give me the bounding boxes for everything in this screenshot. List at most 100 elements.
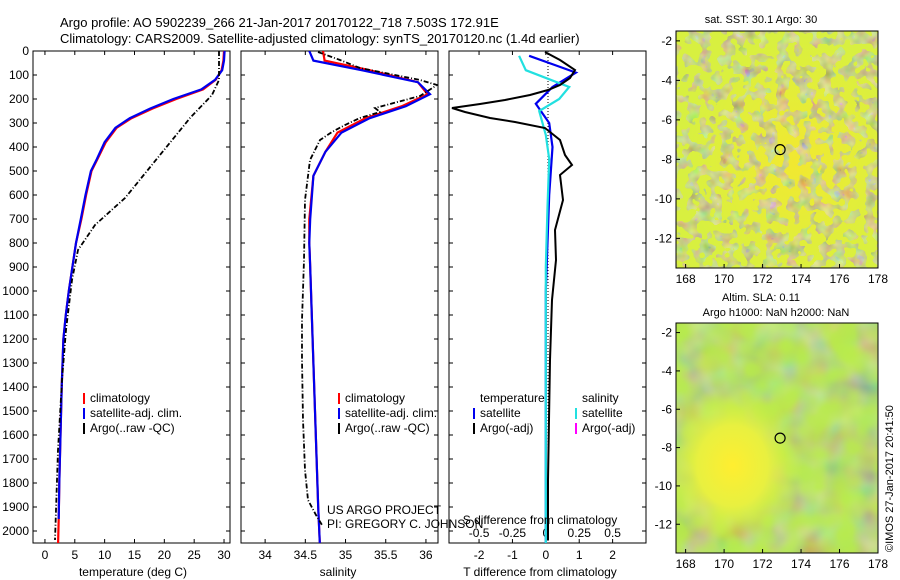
salinity-legend: climatology satellite-adj. clim. Argo(..… <box>338 391 437 435</box>
legend-label-climatology: climatology <box>345 391 405 405</box>
sla-map-title: Altim. SLA: 0.11 <box>722 292 800 304</box>
depth-tick-label: 1400 <box>2 380 29 394</box>
salinity-tick-label: 34 <box>258 548 272 562</box>
sla-map-lon-tick-label: 172 <box>753 557 773 571</box>
difference-tick-label: -1 <box>507 548 518 562</box>
imos-credit: ©IMOS 27-Jan-2017 20:41:50 <box>884 405 896 552</box>
difference-tick-label: 0 <box>542 548 549 562</box>
difference-tick-label: 2 <box>609 548 616 562</box>
sla-map-lon-tick-label: 168 <box>676 557 696 571</box>
temperature-legend: climatology satellite-adj. clim. Argo(..… <box>83 391 182 435</box>
depth-tick-label: 1000 <box>2 284 29 298</box>
depth-tick-label: 0 <box>22 44 29 58</box>
legend-label-s-argo: Argo(-adj) <box>582 421 635 435</box>
depth-tick-label: 1900 <box>2 500 29 514</box>
depth-tick-label: 600 <box>9 188 29 202</box>
temperature-tick-label: 15 <box>128 548 142 562</box>
depth-tick-label: 1600 <box>2 428 29 442</box>
sla-map-lat-tick-label: -10 <box>655 479 673 493</box>
difference-legend: temperature salinity satellite Argo(-adj… <box>473 391 635 435</box>
sst-map-lat-tick-label: -6 <box>661 113 672 127</box>
temperature-tick-label: 30 <box>217 548 231 562</box>
sla-map-subtitle: Argo h1000: NaN h2000: NaN <box>703 307 850 319</box>
figure-title-line2: Climatology: CARS2009. Satellite-adjuste… <box>60 31 580 46</box>
temperature-x-axis: 0 5 10 15 20 25 30 <box>42 51 231 562</box>
temperature-tick-label: 25 <box>188 548 202 562</box>
depth-axis: 0 100 200 300 400 500 600 700 800 900 1000 1100 1200… <box>2 44 646 538</box>
sla-map <box>675 322 879 554</box>
salinity-tick-label: 34.5 <box>294 548 318 562</box>
depth-tick-label: 800 <box>9 236 29 250</box>
sst-map-lat-tick-label: -4 <box>661 73 672 87</box>
sst-map-lon-tick-label: 168 <box>676 272 696 286</box>
legend-label-climatology: climatology <box>90 391 150 405</box>
legend-label-t-argo: Argo(-adj) <box>480 421 533 435</box>
temperature-satellite-adj-clim--line <box>57 51 226 520</box>
depth-tick-label: 200 <box>9 92 29 106</box>
difference-x-label: T difference from climatology <box>463 565 617 579</box>
depth-tick-label: 100 <box>9 68 29 82</box>
sst-map-lat-tick-label: -10 <box>655 192 673 206</box>
depth-tick-label: 300 <box>9 116 29 130</box>
argo-location-marker <box>774 144 786 156</box>
legend-label-satellite: satellite-adj. clim. <box>345 406 437 420</box>
legend-header-temperature: temperature <box>480 391 545 405</box>
difference-argo-line <box>451 51 577 540</box>
salinity-argo-line <box>301 51 438 526</box>
depth-tick-label: 1700 <box>2 452 29 466</box>
sla-map-frame <box>675 322 879 554</box>
sla-map-lon-tick-label: 174 <box>791 557 811 571</box>
salinity-tick-label: 36 <box>419 548 433 562</box>
depth-tick-label: 700 <box>9 212 29 226</box>
temperature-tick-label: 20 <box>158 548 172 562</box>
salinity-difference-tick-label: -0.5 <box>469 526 490 540</box>
temperature-panel <box>32 50 231 544</box>
sla-map-lon-tick-label: 170 <box>714 557 734 571</box>
depth-tick-label: 2000 <box>2 524 29 538</box>
legend-label-satellite: satellite-adj. clim. <box>90 406 182 420</box>
salinity-tick-label: 35.5 <box>374 548 398 562</box>
sst-map-lat-tick-label: -12 <box>655 231 673 245</box>
sst-map-title: sat. SST: 30.1 Argo: 30 <box>705 14 818 26</box>
sla-map-warm-patch <box>676 323 878 553</box>
project-credit: US ARGO PROJECT <box>327 503 442 517</box>
figure-title-line1: Argo profile: AO 5902239_266 21-Jan-2017… <box>60 15 499 30</box>
salinity-x-axis: 34 34.5 35 35.5 36 <box>258 51 433 562</box>
sst-map-lon-tick-label: 174 <box>791 272 811 286</box>
depth-tick-label: 400 <box>9 140 29 154</box>
depth-tick-label: 1800 <box>2 476 29 490</box>
salinity-x-label: salinity <box>320 565 357 579</box>
salinity-tick-label: 35 <box>339 548 353 562</box>
legend-header-salinity: salinity <box>582 391 619 405</box>
depth-tick-label: 1200 <box>2 332 29 346</box>
salinity-difference-tick-label: -0.25 <box>499 526 527 540</box>
sst-map-lon-tick-label: 170 <box>714 272 734 286</box>
argo-location-marker <box>774 432 786 444</box>
sst-map-noise <box>676 31 878 268</box>
sst-map-frame <box>675 30 879 269</box>
sst-map-lat-tick-label: -2 <box>661 34 672 48</box>
salinity-series <box>308 51 432 543</box>
salinity-difference-tick-label: 0.5 <box>604 526 621 540</box>
legend-label-s-satellite: satellite <box>582 406 623 420</box>
depth-tick-label: 1100 <box>3 308 29 322</box>
salinity-panel <box>240 50 439 544</box>
salinity-difference-tick-label: 0.25 <box>568 526 592 540</box>
legend-label-t-satellite: satellite <box>480 406 521 420</box>
temperature-x-label: temperature (deg C) <box>79 565 187 579</box>
sst-map-axes: 168 170 172 174 176 178 -2 -4 -6 -8 -10 -12 <box>655 34 889 286</box>
depth-tick-label: 1500 <box>2 404 29 418</box>
sst-map <box>675 30 879 269</box>
sla-map-lat-tick-label: -6 <box>661 402 672 416</box>
difference-top-x-label: S difference from climatology <box>463 513 618 527</box>
sst-map-lat-tick-label: -8 <box>661 152 672 166</box>
difference-tick-label: -2 <box>474 548 485 562</box>
temperature-tick-label: 5 <box>71 548 78 562</box>
depth-tick-label: 1300 <box>2 356 29 370</box>
sla-map-lat-tick-label: -2 <box>661 326 672 340</box>
sla-map-axes: 168 170 172 174 176 178 -2 -4 -6 -8 -10 -12 <box>655 326 889 571</box>
sla-map-lon-tick-label: 178 <box>868 557 888 571</box>
temperature-tick-label: 10 <box>98 548 112 562</box>
temperature-tick-label: 0 <box>42 548 49 562</box>
